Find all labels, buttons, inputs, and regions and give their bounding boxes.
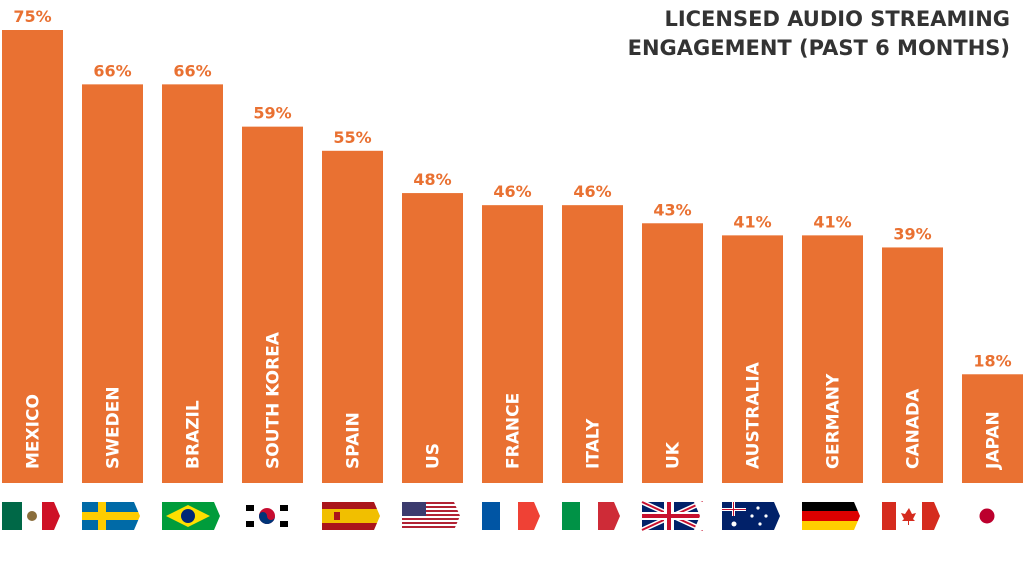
category-label-japan: JAPAN (984, 411, 1004, 470)
spain-flag-icon (322, 502, 384, 530)
canada-flag-icon (882, 502, 944, 530)
germany-flag-icon (802, 502, 864, 530)
bar-mexico (2, 30, 63, 483)
value-label-france: 46% (493, 182, 531, 201)
bar-canada (882, 247, 943, 483)
value-label-brazil: 66% (173, 61, 211, 80)
australia-flag-icon (722, 502, 784, 530)
bar-brazil (162, 84, 223, 484)
category-label-us: US (424, 443, 444, 469)
category-label-sweden: SWEDEN (104, 386, 124, 469)
bar-us (402, 193, 463, 483)
brazil-flag-icon (162, 502, 224, 530)
category-label-spain: SPAIN (344, 412, 364, 469)
category-label-italy: ITALY (584, 418, 604, 469)
value-label-south-korea: 59% (253, 104, 291, 123)
bar-germany (802, 235, 863, 483)
value-label-sweden: 66% (93, 61, 131, 80)
category-label-brazil: BRAZIL (184, 400, 204, 469)
bar-south-korea (242, 126, 303, 483)
flags-group (2, 499, 1024, 533)
category-label-germany: GERMANY (824, 373, 844, 469)
us-flag-icon (402, 502, 464, 530)
italy-flag-icon (562, 502, 624, 530)
bar-australia (722, 235, 783, 483)
value-label-australia: 41% (733, 212, 771, 231)
value-label-italy: 46% (573, 182, 611, 201)
bar-japan (962, 374, 1023, 483)
bar-uk (642, 223, 703, 483)
chart-title-line-1: LICENSED AUDIO STREAMING (664, 7, 1010, 31)
value-label-japan: 18% (973, 351, 1011, 370)
value-label-us: 48% (413, 170, 451, 189)
category-label-france: FRANCE (504, 393, 524, 469)
value-label-spain: 55% (333, 128, 371, 147)
south-korea-flag-icon (242, 502, 304, 530)
category-label-uk: UK (664, 441, 684, 469)
mexico-flag-icon (2, 502, 64, 530)
bar-italy (562, 205, 623, 483)
france-flag-icon (482, 502, 544, 530)
chart-title-line-2: ENGAGEMENT (PAST 6 MONTHS) (628, 36, 1010, 60)
value-label-canada: 39% (893, 224, 931, 243)
value-label-uk: 43% (653, 200, 691, 219)
sweden-flag-icon (82, 502, 144, 530)
category-label-canada: CANADA (904, 388, 924, 469)
uk-flag-icon (640, 499, 705, 533)
category-label-australia: AUSTRALIA (744, 361, 764, 469)
japan-flag-icon (962, 502, 1024, 530)
bar-spain (322, 150, 383, 484)
bar-france (482, 205, 543, 483)
bars-group: 75% MEXICO 66% SWEDEN 66% BRAZIL 59% SOUTH KORE… (2, 7, 1023, 484)
category-label-mexico: MEXICO (24, 394, 44, 469)
value-label-mexico: 75% (13, 7, 51, 26)
bar-sweden (82, 84, 143, 484)
value-label-germany: 41% (813, 212, 851, 231)
category-label-south-korea: SOUTH KOREA (264, 331, 284, 469)
